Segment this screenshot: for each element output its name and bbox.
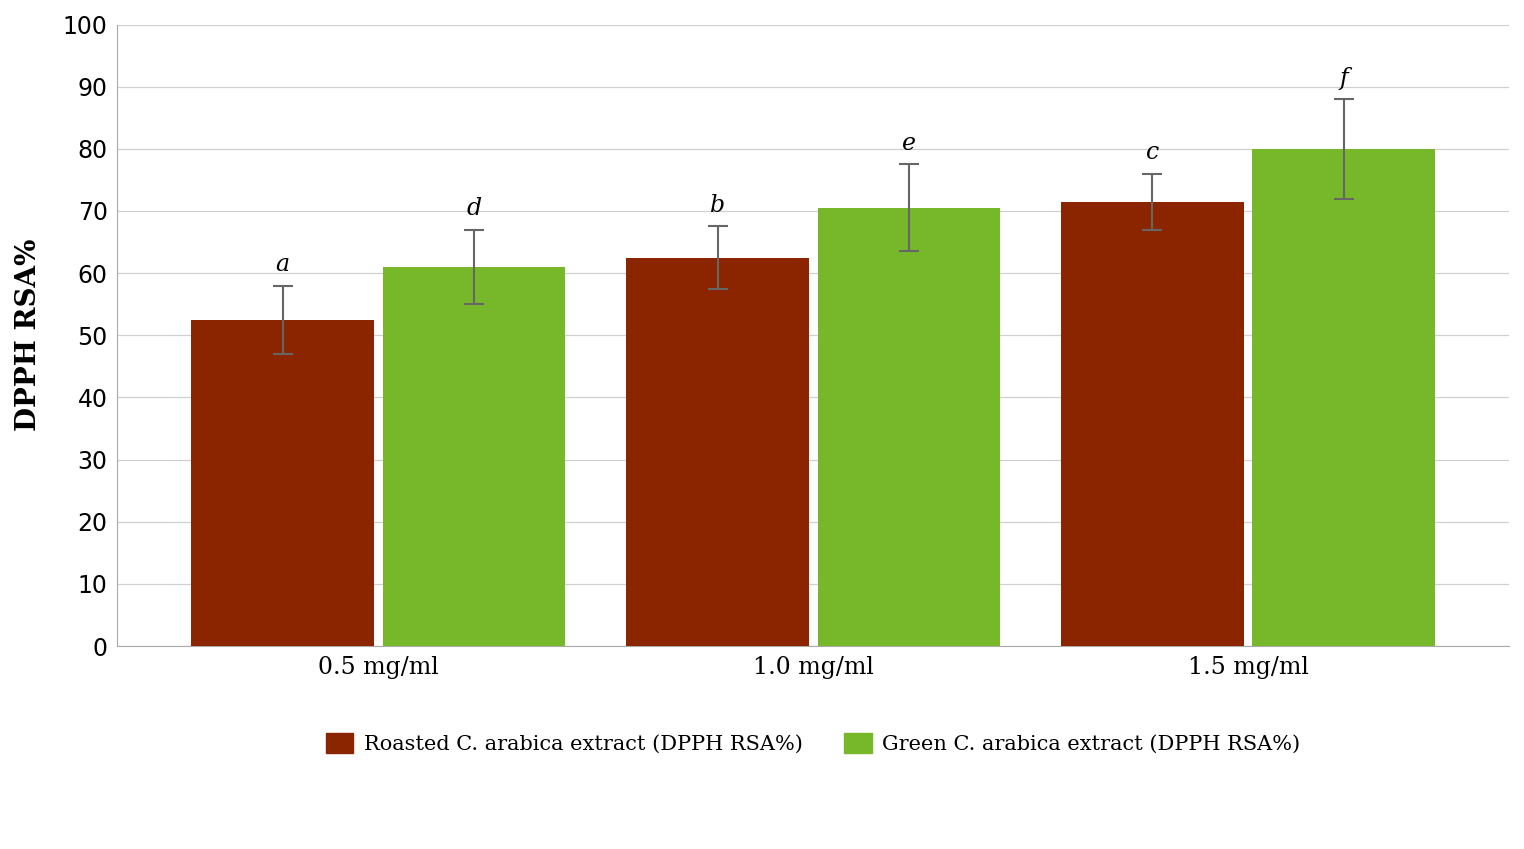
- Text: f: f: [1340, 67, 1349, 90]
- Y-axis label: DPPH RSA%: DPPH RSA%: [15, 239, 43, 431]
- Text: c: c: [1146, 141, 1160, 165]
- Text: b: b: [710, 194, 725, 217]
- Legend: Roasted C. arabica extract (DPPH RSA%), Green C. arabica extract (DPPH RSA%): Roasted C. arabica extract (DPPH RSA%), …: [319, 725, 1309, 762]
- Bar: [192, 320, 373, 646]
- Bar: [817, 208, 1000, 646]
- Bar: [1253, 149, 1436, 646]
- Text: e: e: [902, 132, 916, 155]
- Bar: [1061, 201, 1244, 646]
- Bar: [383, 267, 565, 646]
- Text: d: d: [466, 197, 482, 220]
- Text: a: a: [276, 253, 290, 276]
- Bar: [626, 257, 809, 646]
